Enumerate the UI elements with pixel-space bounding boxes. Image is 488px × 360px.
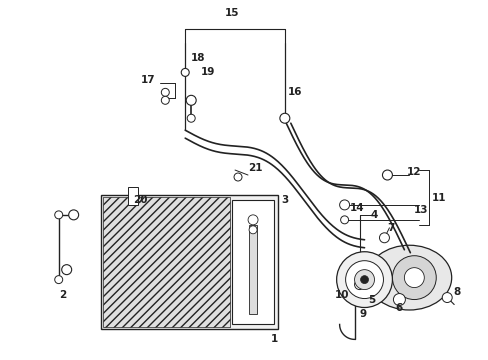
Circle shape	[61, 265, 72, 275]
Circle shape	[181, 68, 189, 76]
Text: 18: 18	[190, 54, 205, 63]
Bar	[101, 195, 277, 329]
Text: 2: 2	[59, 289, 66, 300]
Circle shape	[247, 215, 258, 225]
Circle shape	[393, 293, 405, 306]
Text: 12: 12	[406, 167, 421, 177]
Text: 6: 6	[395, 302, 402, 312]
Text: 4: 4	[370, 210, 377, 220]
Circle shape	[339, 200, 349, 210]
Circle shape	[354, 270, 374, 289]
Circle shape	[382, 170, 392, 180]
Circle shape	[360, 276, 368, 284]
Circle shape	[161, 96, 169, 104]
Text: 14: 14	[349, 203, 364, 213]
Circle shape	[161, 88, 169, 96]
Text: 20: 20	[133, 195, 147, 205]
Circle shape	[392, 256, 435, 300]
Text: 19: 19	[201, 67, 215, 77]
Bar	[248, 225, 257, 315]
Ellipse shape	[366, 245, 451, 310]
Circle shape	[234, 173, 242, 181]
Text: 1: 1	[271, 334, 278, 345]
Bar	[102, 197, 230, 328]
Text: 16: 16	[287, 87, 302, 97]
Text: 17: 17	[141, 75, 155, 85]
Circle shape	[404, 268, 424, 288]
Circle shape	[354, 280, 364, 289]
Circle shape	[68, 210, 79, 220]
Text: 9: 9	[359, 310, 366, 319]
Circle shape	[336, 252, 392, 307]
Circle shape	[55, 211, 62, 219]
Circle shape	[345, 261, 383, 298]
Text: 15: 15	[224, 8, 239, 18]
Circle shape	[186, 95, 196, 105]
Circle shape	[279, 113, 289, 123]
Bar	[128, 187, 138, 205]
Circle shape	[441, 293, 451, 302]
Text: 21: 21	[247, 163, 262, 173]
Text: 3: 3	[281, 195, 288, 205]
Circle shape	[55, 276, 62, 284]
Text: 11: 11	[431, 193, 446, 203]
Text: 8: 8	[453, 287, 460, 297]
Text: 10: 10	[334, 289, 348, 300]
Text: 7: 7	[387, 223, 394, 233]
Circle shape	[187, 114, 195, 122]
Circle shape	[379, 233, 388, 243]
Text: 13: 13	[413, 205, 427, 215]
Circle shape	[248, 226, 257, 234]
Circle shape	[340, 216, 348, 224]
Text: 5: 5	[367, 294, 374, 305]
Bar	[231, 200, 274, 324]
